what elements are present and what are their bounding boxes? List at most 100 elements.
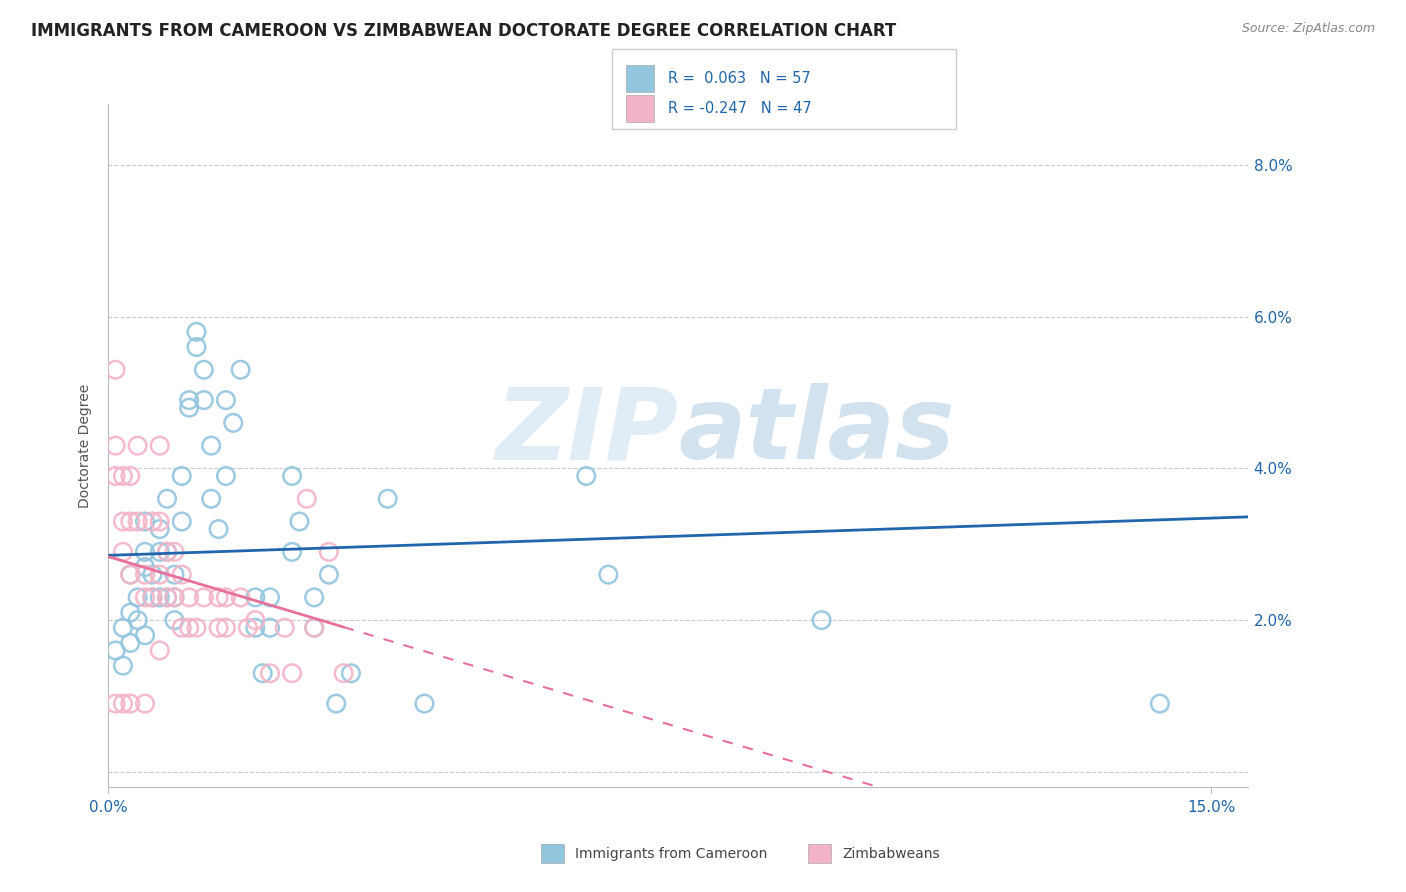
Point (134, 567, 156, 582)
Point (186, 340, 208, 354)
Point (127, 613, 149, 627)
Point (193, 591, 215, 605)
Text: R =  0.063   N = 57: R = 0.063 N = 57 (668, 71, 811, 86)
Point (141, 591, 163, 605)
Point (156, 591, 179, 605)
Point (200, 491, 222, 506)
Point (163, 591, 186, 605)
Point (134, 545, 156, 559)
Point (134, 515, 156, 529)
Point (111, 621, 134, 635)
Point (193, 363, 215, 377)
Point (141, 591, 163, 605)
Point (104, 439, 127, 453)
Point (156, 591, 179, 605)
Point (281, 469, 304, 483)
Point (163, 613, 186, 627)
Point (170, 567, 193, 582)
Point (120, 567, 142, 582)
Point (134, 628, 156, 642)
Point (127, 591, 149, 605)
Point (245, 621, 267, 635)
Point (120, 606, 142, 620)
Point (207, 621, 229, 635)
Point (259, 621, 281, 635)
Point (104, 469, 127, 483)
Point (149, 545, 172, 559)
Point (104, 363, 127, 377)
Point (156, 491, 179, 506)
Point (215, 591, 238, 605)
Point (598, 567, 620, 582)
Point (120, 469, 142, 483)
Point (252, 666, 274, 681)
Point (236, 621, 259, 635)
Text: R = -0.247   N = 47: R = -0.247 N = 47 (668, 102, 811, 116)
Point (229, 591, 252, 605)
Point (186, 325, 208, 339)
Text: atlas: atlas (678, 384, 955, 481)
Point (111, 515, 134, 529)
Point (163, 567, 186, 582)
Point (281, 545, 304, 559)
Point (149, 591, 172, 605)
Point (170, 515, 193, 529)
Point (325, 697, 347, 711)
Point (259, 666, 281, 681)
Point (179, 591, 201, 605)
Point (215, 393, 238, 408)
Point (413, 697, 436, 711)
Point (149, 567, 172, 582)
Point (111, 697, 134, 711)
Point (288, 515, 311, 529)
Point (134, 560, 156, 574)
Point (229, 363, 252, 377)
Point (332, 666, 354, 681)
Point (156, 545, 179, 559)
Text: Immigrants from Cameroon: Immigrants from Cameroon (575, 847, 768, 861)
Point (281, 666, 304, 681)
Text: Zimbabweans: Zimbabweans (842, 847, 939, 861)
Point (810, 613, 832, 627)
Point (156, 545, 179, 559)
Point (170, 469, 193, 483)
Point (318, 545, 340, 559)
Point (207, 522, 229, 536)
Point (149, 515, 172, 529)
Point (120, 567, 142, 582)
Point (259, 591, 281, 605)
Point (120, 697, 142, 711)
Point (120, 636, 142, 650)
Point (575, 469, 598, 483)
Point (111, 469, 134, 483)
Point (163, 545, 186, 559)
Point (179, 621, 201, 635)
Point (149, 439, 172, 453)
Point (104, 697, 127, 711)
Point (104, 643, 127, 657)
Point (340, 666, 363, 681)
Point (245, 613, 267, 627)
Point (295, 491, 318, 506)
Point (1149, 697, 1171, 711)
Point (302, 591, 325, 605)
Point (179, 401, 201, 415)
Point (186, 621, 208, 635)
Point (179, 393, 201, 408)
Point (222, 416, 245, 430)
Point (127, 439, 149, 453)
Text: Source: ZipAtlas.com: Source: ZipAtlas.com (1241, 22, 1375, 36)
Point (134, 591, 156, 605)
Text: ZIP: ZIP (495, 384, 678, 481)
Point (318, 567, 340, 582)
Point (170, 621, 193, 635)
Point (207, 591, 229, 605)
Point (215, 621, 238, 635)
Y-axis label: Doctorate Degree: Doctorate Degree (79, 384, 93, 508)
Point (245, 591, 267, 605)
Point (163, 591, 186, 605)
Point (111, 545, 134, 559)
Text: IMMIGRANTS FROM CAMEROON VS ZIMBABWEAN DOCTORATE DEGREE CORRELATION CHART: IMMIGRANTS FROM CAMEROON VS ZIMBABWEAN D… (31, 22, 896, 40)
Point (141, 515, 163, 529)
Point (200, 439, 222, 453)
